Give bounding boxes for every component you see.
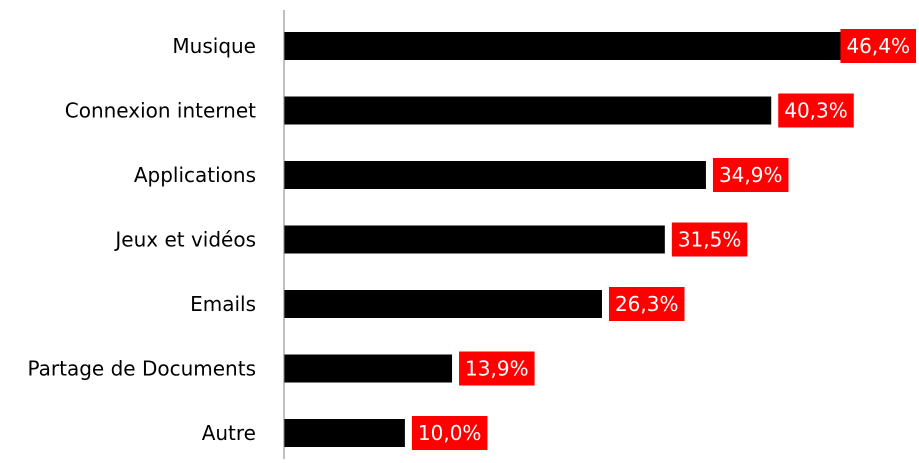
- data-label-background: [411, 416, 488, 450]
- bar: [284, 290, 602, 318]
- bar: [284, 225, 665, 254]
- data-label-text: 26,3%: [615, 292, 679, 316]
- data-label-background: [778, 93, 854, 128]
- data-label-text: 40,3%: [784, 99, 848, 123]
- bar: [284, 354, 453, 383]
- data-label: 31,5%: [671, 222, 748, 257]
- category-label: Musique: [172, 34, 256, 58]
- category-label: Partage de Documents: [28, 357, 257, 381]
- data-label-background: [712, 158, 789, 192]
- data-labels-layer: 46,4% 40,3% 34,9% 31,5% 26,3% 13,9% 10,0%: [411, 29, 916, 450]
- data-label: 34,9%: [712, 158, 789, 192]
- data-label-background: [459, 351, 535, 386]
- category-label: Jeux et vidéos: [113, 228, 256, 252]
- data-label: 13,9%: [459, 351, 535, 386]
- data-label-background: [840, 29, 916, 63]
- data-label: 10,0%: [411, 416, 488, 450]
- category-label: Emails: [190, 292, 256, 316]
- data-label: 26,3%: [608, 287, 685, 321]
- data-label-text: 31,5%: [678, 228, 742, 252]
- category-labels-layer: Musique Connexion internet Applications Jeu…: [28, 34, 257, 445]
- data-label-background: [671, 222, 748, 257]
- category-label: Autre: [202, 421, 256, 445]
- data-label-background: [608, 287, 685, 321]
- data-label: 46,4%: [840, 29, 916, 63]
- bar: [284, 32, 845, 60]
- bar: [284, 419, 405, 447]
- category-label: Applications: [134, 163, 256, 187]
- bar: [284, 96, 772, 125]
- category-label: Connexion internet: [65, 99, 256, 123]
- data-label: 40,3%: [778, 93, 854, 128]
- data-label-text: 46,4%: [846, 34, 910, 58]
- data-label-text: 13,9%: [465, 357, 529, 381]
- data-label-text: 10,0%: [418, 421, 482, 445]
- data-label-text: 34,9%: [719, 163, 783, 187]
- bars-layer: [284, 32, 845, 447]
- bar: [284, 161, 706, 189]
